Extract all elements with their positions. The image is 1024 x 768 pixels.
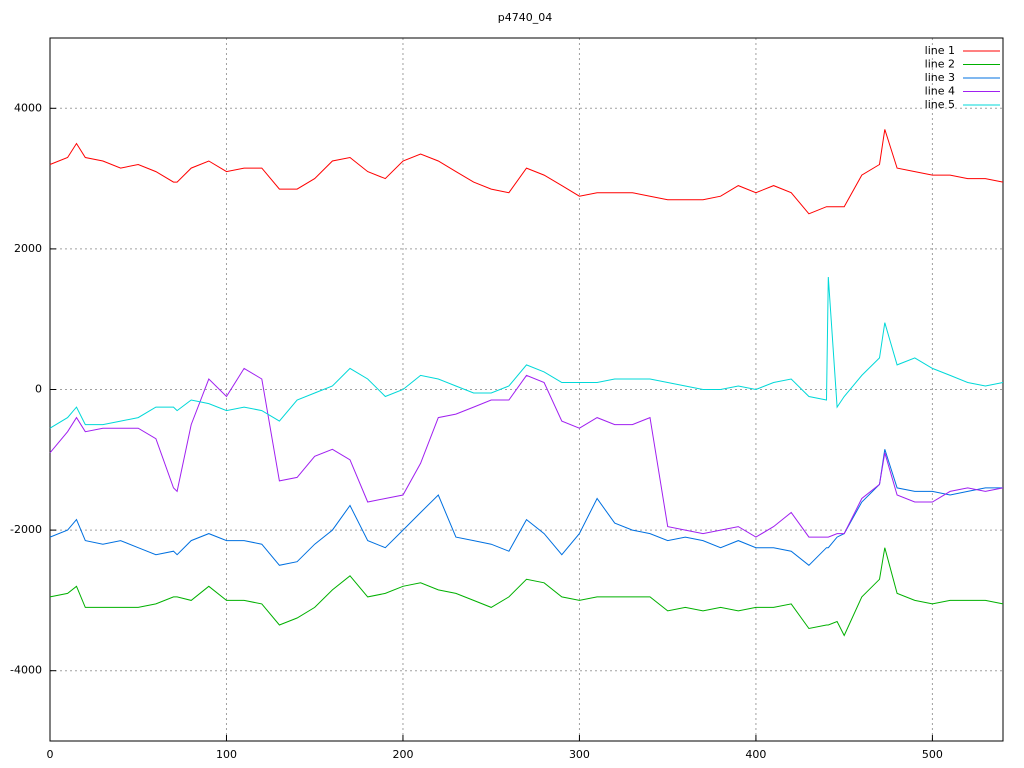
y-tick-label: 2000 bbox=[14, 242, 42, 255]
series-line bbox=[49, 276, 1004, 429]
series-line bbox=[49, 449, 1003, 566]
series-line bbox=[49, 367, 1004, 538]
plot-frame bbox=[49, 37, 1004, 742]
x-tick-label: 500 bbox=[922, 748, 943, 761]
x-tick-label: 300 bbox=[569, 748, 590, 761]
legend-label: line 1 bbox=[925, 44, 955, 57]
legend-label: line 4 bbox=[925, 85, 955, 98]
x-tick-label: 100 bbox=[216, 748, 237, 761]
series-line bbox=[49, 547, 1004, 637]
x-tick-label: 400 bbox=[745, 748, 766, 761]
legend-label: line 5 bbox=[925, 98, 955, 111]
x-tick-label: 200 bbox=[392, 748, 413, 761]
y-tick-label: 0 bbox=[35, 383, 42, 396]
chart-title: p4740_04 bbox=[498, 11, 552, 24]
y-tick-label: -2000 bbox=[10, 523, 42, 536]
y-tick-label: 4000 bbox=[14, 101, 42, 114]
y-tick-label: -4000 bbox=[10, 664, 42, 677]
legend-label: line 2 bbox=[925, 58, 955, 71]
legend-label: line 3 bbox=[925, 71, 955, 84]
x-tick-label: 0 bbox=[47, 748, 54, 761]
series-line bbox=[49, 129, 1004, 215]
